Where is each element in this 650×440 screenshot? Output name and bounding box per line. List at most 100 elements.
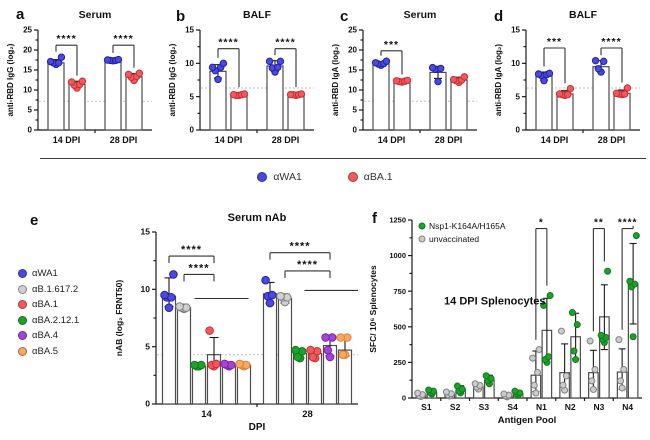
panel-e-plot: 0 5 10 15 14 28 Serum nAb nAB (log₂ FRNT50) DPI *… <box>114 212 358 433</box>
data-dot <box>160 290 169 300</box>
data-dot <box>403 76 412 85</box>
data-dot <box>229 90 238 99</box>
y-tick-label: 15 <box>185 26 194 35</box>
data-dot <box>208 63 217 72</box>
data-dot <box>546 291 554 299</box>
data-dot <box>67 78 76 86</box>
x-group-label: 28 DPI <box>272 135 300 145</box>
panel-d-chart: 0 5 10 15 14 DPI 28 DPI BALF anti-RBD IgA (log₂… <box>494 9 640 145</box>
legend-label: unvaccinated <box>429 234 479 244</box>
legend-label: Nsp1-K164A/H165A <box>429 221 506 231</box>
y-axis-label: anti-RBD IgG (log₂) <box>6 43 15 116</box>
data-dot <box>78 77 87 85</box>
bar <box>277 297 293 405</box>
data-dot <box>428 63 437 72</box>
data-dot <box>392 77 401 85</box>
y-axis-label: nAB (log₂ FRNT50) <box>114 280 124 357</box>
y-tick-label: 15 <box>348 66 357 75</box>
data-dot <box>532 389 540 397</box>
y-tick-label: 1000 <box>389 251 406 260</box>
y-tick-label: 5 <box>190 92 195 101</box>
bar <box>393 80 411 131</box>
data-dot <box>615 336 623 344</box>
x-group-label: N4 <box>622 402 633 412</box>
data-dot <box>220 359 229 369</box>
data-dot <box>297 90 306 98</box>
panel-label-e: e <box>30 212 39 229</box>
legend-label: αB.1.617.2 <box>32 283 79 295</box>
data-dot <box>621 90 629 98</box>
sig-stars: **** <box>618 218 638 229</box>
legend-item-aba4: αBA.4 <box>18 328 79 344</box>
y-tick-label: 5 <box>516 92 521 101</box>
data-dot <box>568 309 576 317</box>
bar <box>230 94 248 131</box>
ab16172-marker-icon <box>18 284 27 294</box>
x-group-label: N3 <box>593 402 604 412</box>
data-dot <box>175 302 184 311</box>
data-dot <box>437 64 445 73</box>
data-dot <box>617 377 625 385</box>
chart-title: Serum <box>404 9 437 21</box>
panel-b-plot: 0 5 10 15 14 DPI 28 DPI BALF anti-RBD IgG (log₂… <box>168 9 314 145</box>
data-dot <box>604 267 612 275</box>
y-tick-label: 750 <box>393 287 406 296</box>
sig-stars: **** <box>275 37 295 49</box>
y-tick-label: 5 <box>145 341 150 351</box>
panel-b-chart: 0 5 10 15 14 DPI 28 DPI BALF anti-RBD IgG (log₂… <box>168 9 314 145</box>
panel-a-plot: 0 5 10 15 20 25 14 DPI 28 DPI Serum anti-RBD IgG … <box>6 9 152 145</box>
divider-line <box>40 158 646 159</box>
x-group-label: S1 <box>421 402 432 412</box>
legend-label: αBA.1 <box>32 299 59 311</box>
data-dot <box>458 385 466 393</box>
x-group-label: N2 <box>565 402 576 412</box>
sig-stars: ** <box>594 218 604 229</box>
data-dot <box>135 69 144 77</box>
data-dot <box>632 232 640 240</box>
data-dot <box>240 90 249 98</box>
data-dot <box>414 389 422 397</box>
bar <box>262 293 278 405</box>
bar <box>450 79 468 131</box>
x-axis-label: DPI <box>249 422 266 433</box>
y-axis-label: anti-RBD IgA (log₂) <box>331 44 340 116</box>
data-dot <box>482 372 490 380</box>
data-dot <box>626 277 634 285</box>
y-axis-label: anti-RBD IgG (log₂) <box>168 43 177 116</box>
x-group-label: 14 DPI <box>541 135 569 145</box>
aba1-marker-icon <box>18 300 27 310</box>
sig-stars: **** <box>289 241 310 253</box>
x-group-label: 28 <box>302 409 313 420</box>
data-dot <box>460 73 469 81</box>
awa1-marker-icon <box>257 172 268 182</box>
top-legend: αWA1 αBA.1 <box>0 171 650 183</box>
bar <box>47 62 65 131</box>
data-dot <box>276 291 285 301</box>
bar <box>221 364 237 405</box>
y-tick-label: 5 <box>28 106 33 115</box>
bar <box>372 62 390 131</box>
chart-title: Serum nAb <box>228 212 287 224</box>
bar <box>613 92 631 131</box>
legend-item-awa1: αWA1 <box>18 266 79 282</box>
y-tick-label: 10 <box>23 86 32 95</box>
aba2121-marker-icon <box>18 315 27 325</box>
y-tick-label: 10 <box>348 86 357 95</box>
data-dot <box>564 90 572 99</box>
data-dot <box>591 56 600 65</box>
panel-d-plot: 0 5 10 15 14 DPI 28 DPI BALF anti-RBD IgA (log₂… <box>494 9 640 145</box>
data-dot <box>371 59 380 67</box>
panel-label-f: f <box>372 210 377 227</box>
legend-label: αBA.1 <box>363 171 393 183</box>
y-tick-label: 0 <box>190 126 195 135</box>
panel-e-legend: αWA1 αB.1.617.2 αBA.1 αBA.2.12.1 αBA.4 α… <box>18 266 79 359</box>
data-dot <box>286 90 295 99</box>
panel-a-chart: 0 5 10 15 20 25 14 DPI 28 DPI Serum anti-RBD IgG … <box>6 9 152 145</box>
legend-item-aba1: αBA.1 <box>18 297 79 313</box>
sig-stars: **** <box>601 36 621 48</box>
data-dot <box>566 84 575 93</box>
data-dot <box>618 384 626 392</box>
data-dot <box>623 84 632 92</box>
x-group-label: 14 DPI <box>53 135 81 145</box>
sig-stars: **** <box>297 259 318 271</box>
